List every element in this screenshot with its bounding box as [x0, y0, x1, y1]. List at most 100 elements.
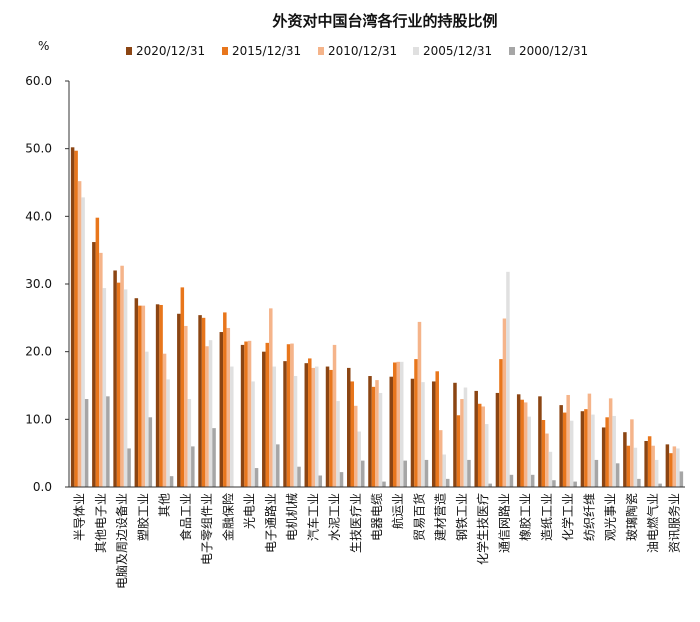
- bar: [145, 351, 149, 487]
- bar: [155, 304, 160, 487]
- bar: [116, 282, 121, 487]
- bar: [127, 448, 131, 487]
- bar: [591, 414, 595, 487]
- x-category-label: 贸易百货: [411, 493, 426, 541]
- x-category-label: 航运业: [390, 493, 405, 529]
- bar: [230, 366, 234, 487]
- x-category-label: 汽车工业: [305, 493, 320, 541]
- bar: [244, 341, 248, 487]
- bar: [499, 359, 503, 487]
- bar: [538, 396, 542, 487]
- bar: [580, 411, 585, 487]
- bar: [378, 392, 383, 487]
- bar: [463, 387, 468, 487]
- bar: [247, 340, 252, 487]
- bar: [138, 305, 142, 487]
- bar: [467, 459, 471, 487]
- bar: [506, 271, 510, 487]
- bar: [523, 402, 528, 487]
- y-tick-label: 10.0: [25, 412, 52, 426]
- bar: [520, 399, 524, 487]
- category-labels: 半导体业 其他电子业 电脑及周边设备业 塑胶工业 其他 食品工业 电子零组件业 金融保险 光电业…: [73, 493, 682, 589]
- bar: [438, 430, 443, 487]
- bars: [70, 147, 684, 487]
- y-axis-unit: %: [38, 39, 49, 53]
- x-category-label: 观光事业: [604, 493, 618, 541]
- x-category-label: 电子零组件业: [200, 493, 214, 565]
- bar: [159, 304, 163, 487]
- bar: [445, 478, 450, 487]
- bar: [453, 382, 457, 487]
- bar: [615, 463, 620, 487]
- bar: [226, 327, 231, 487]
- bar: [676, 448, 680, 487]
- bar: [77, 181, 82, 487]
- bar: [251, 381, 255, 487]
- bar: [262, 351, 266, 487]
- x-category-label: 化学工业: [560, 493, 575, 541]
- bar: [318, 475, 323, 487]
- bar: [626, 445, 631, 487]
- legend-swatch: [222, 47, 228, 55]
- bar: [630, 419, 634, 487]
- bar: [552, 480, 556, 487]
- x-category-label: 化学生技医疗: [475, 493, 490, 565]
- bar: [74, 150, 78, 487]
- bar: [541, 420, 546, 487]
- legend: 2020/12/31 2015/12/31 2010/12/31 2005/12/31…: [126, 44, 588, 58]
- bar: [325, 366, 330, 487]
- bar: [654, 459, 659, 487]
- y-tick-label: 0.0: [33, 480, 52, 494]
- bar: [566, 394, 570, 487]
- bar: [293, 376, 298, 487]
- bar: [283, 361, 287, 487]
- bar: [141, 305, 146, 487]
- bar: [297, 466, 301, 487]
- x-category-label: 橡胶工业: [518, 493, 533, 541]
- bar: [410, 378, 415, 487]
- bar: [644, 440, 648, 487]
- bar: [272, 366, 277, 487]
- bar: [672, 446, 677, 487]
- bar: [392, 362, 397, 487]
- bar: [354, 405, 358, 487]
- bar: [658, 483, 662, 487]
- bar: [569, 420, 574, 487]
- bar: [559, 405, 563, 487]
- y-tick-label: 40.0: [25, 209, 52, 223]
- bar: [166, 379, 170, 487]
- bar: [92, 242, 96, 487]
- bar: [612, 415, 616, 487]
- y-tick-label: 50.0: [25, 142, 52, 156]
- bar: [329, 369, 333, 487]
- bar: [481, 406, 485, 487]
- bar: [219, 332, 224, 487]
- bar: [651, 445, 655, 487]
- bar: [435, 371, 439, 487]
- y-tick-label: 30.0: [25, 277, 52, 291]
- bar: [488, 483, 492, 487]
- bar: [389, 376, 393, 487]
- bar: [587, 393, 592, 487]
- x-category-label: 金融保险: [220, 493, 235, 541]
- bar: [679, 471, 684, 487]
- x-category-label: 纺织纤维: [582, 493, 596, 541]
- bar: [184, 325, 188, 487]
- bar: [516, 394, 521, 487]
- bar: [212, 428, 216, 487]
- bar: [102, 288, 107, 487]
- x-category-label: 其他: [158, 493, 172, 517]
- bar: [484, 424, 489, 487]
- bar: [70, 147, 75, 487]
- bar: [269, 308, 273, 487]
- bar: [201, 317, 206, 487]
- bar: [361, 460, 365, 487]
- x-category-label: 食品工业: [178, 493, 193, 541]
- bar: [421, 382, 425, 487]
- bar: [530, 474, 535, 487]
- bar: [442, 454, 446, 487]
- legend-label: 2020/12/31: [136, 44, 205, 58]
- bar: [431, 381, 436, 487]
- legend-swatch: [413, 47, 419, 55]
